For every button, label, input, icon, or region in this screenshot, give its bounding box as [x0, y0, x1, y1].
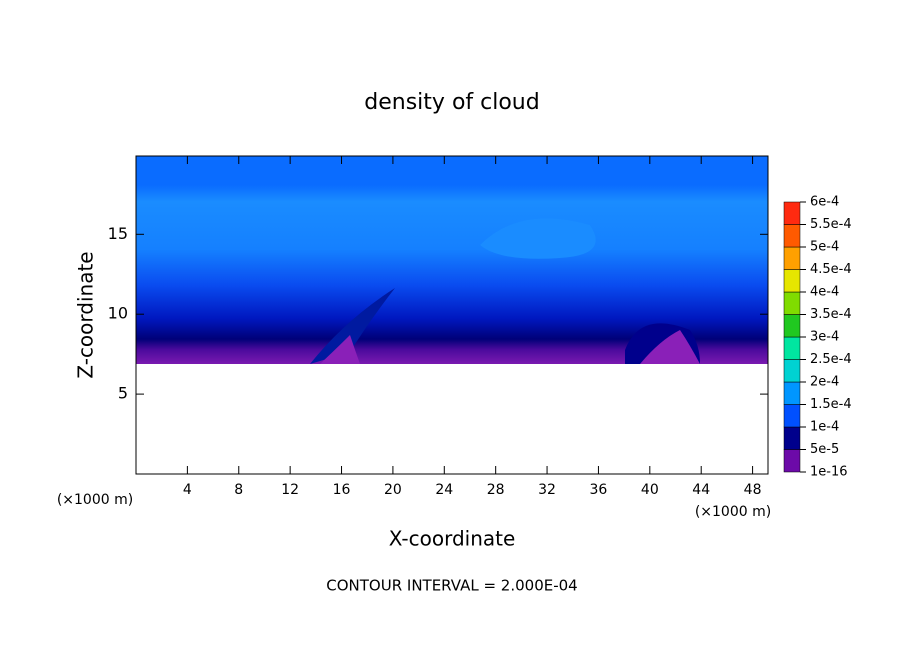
colorbar-cell	[783, 336, 801, 360]
x-tick-label: 48	[744, 482, 762, 498]
x-tick-label: 16	[333, 482, 351, 498]
colorbar-cell	[783, 269, 801, 293]
colorbar-label: 5e-4	[810, 240, 839, 255]
field	[480, 218, 596, 259]
field	[640, 330, 700, 364]
chart-title: density of cloud	[364, 90, 539, 115]
y-tick-label: 10	[108, 304, 128, 323]
colorbar-label: 3e-4	[810, 330, 839, 345]
y-tick-label: 15	[108, 224, 128, 243]
colorbar-label: 4.5e-4	[810, 262, 852, 277]
field	[310, 288, 395, 364]
colorbar-label: 1e-16	[810, 465, 848, 480]
x-tick-label: 44	[692, 482, 710, 498]
colorbar-label: 4e-4	[810, 285, 839, 300]
colorbar-cell	[783, 404, 801, 428]
colorbar-label: 1.5e-4	[810, 397, 852, 412]
x-tick-label: 32	[538, 482, 556, 498]
colorbar-label: 3.5e-4	[810, 307, 852, 322]
x-tick-label: 12	[281, 482, 299, 498]
colorbar-cell	[783, 224, 801, 248]
colorbar-label: 2e-4	[810, 375, 839, 390]
axis-unit: (×1000 m)	[695, 504, 771, 520]
x-tick-label: 20	[384, 482, 402, 498]
x-tick-label: 4	[183, 482, 192, 498]
x-tick-label: 36	[590, 482, 608, 498]
colorbar-label: 5.5e-4	[810, 217, 852, 232]
colorbar-cell	[783, 246, 801, 270]
axis-unit: (×1000 m)	[57, 492, 133, 508]
colorbar-cell	[783, 314, 801, 338]
x-tick-label: 24	[435, 482, 453, 498]
x-tick-label: 28	[487, 482, 505, 498]
colorbar-label: 6e-4	[810, 195, 839, 210]
x-tick-label: 8	[234, 482, 243, 498]
colorbar-cell	[783, 291, 801, 315]
field	[320, 335, 360, 364]
colorbar-label: 1e-4	[810, 420, 839, 435]
y-tick-label: 5	[118, 384, 128, 403]
colorbar-label: 2.5e-4	[810, 352, 852, 367]
colorbar-cell	[783, 426, 801, 450]
y-axis-label: Z-coordinate	[74, 251, 98, 378]
colorbar-cell	[783, 359, 801, 383]
plot-frame	[135, 155, 769, 475]
colorbar-cell	[783, 201, 801, 225]
colorbar-label: 5e-5	[810, 442, 839, 457]
colorbar-cell	[783, 449, 801, 473]
colorbar-cell	[783, 381, 801, 405]
contour-field	[136, 156, 768, 364]
x-tick-label: 40	[641, 482, 659, 498]
x-axis-label: X-coordinate	[389, 527, 516, 551]
footnote: CONTOUR INTERVAL = 2.000E-04	[326, 577, 577, 595]
